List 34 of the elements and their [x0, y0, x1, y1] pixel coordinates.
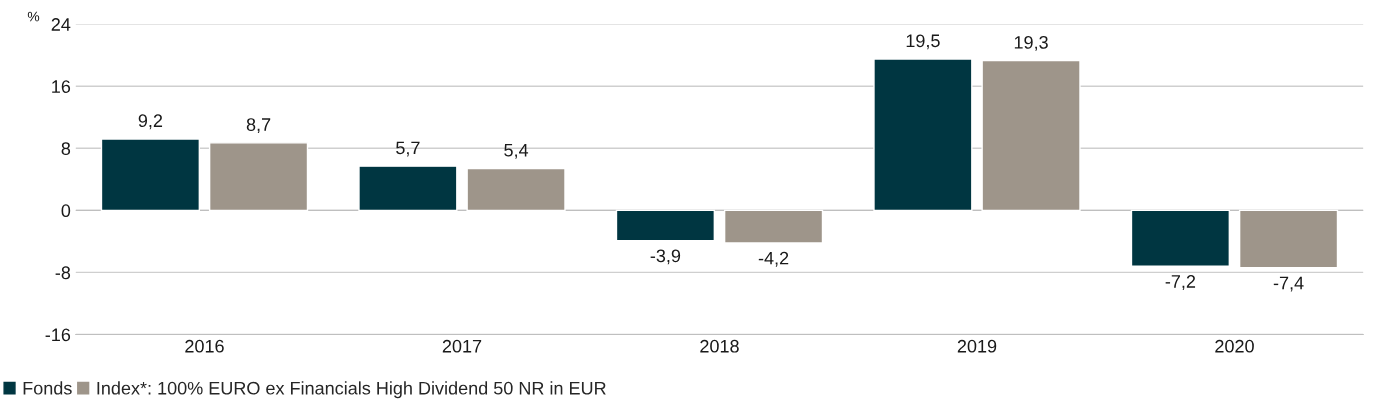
bar: [358, 165, 458, 212]
data-label: 9,2: [138, 114, 163, 130]
x-tick-label: 2016: [185, 339, 224, 353]
y-tick-label: 24: [51, 18, 71, 31]
y-tick-label: 0: [61, 204, 71, 218]
data-label: -7,2: [1165, 275, 1196, 290]
bar: [873, 58, 973, 212]
bar: [466, 167, 566, 212]
bar: [208, 142, 309, 212]
x-tick-label: 2020: [1215, 339, 1254, 353]
data-label: -3,9: [650, 249, 681, 265]
data-label: 19,5: [906, 34, 940, 50]
x-tick-label: 2017: [442, 339, 482, 353]
data-label: 19,3: [1014, 35, 1048, 51]
data-label: 5,4: [504, 143, 529, 159]
y-tick-label: -16: [45, 328, 71, 342]
y-tick-label: 16: [52, 80, 71, 93]
bar: [723, 209, 824, 244]
bar: [615, 209, 716, 242]
y-axis-title: %: [27, 11, 40, 22]
x-tick-label: 2018: [700, 339, 739, 353]
x-tick-label: 2019: [957, 339, 997, 353]
y-tick-label: -8: [55, 266, 71, 280]
bar: [1238, 209, 1339, 269]
data-label: -7,4: [1273, 276, 1304, 292]
y-tick-label: 8: [61, 142, 71, 156]
legend-label: Index*: 100% EURO ex Financials High Dividend 50 NR in EUR: [97, 381, 606, 399]
bar: [1130, 209, 1231, 267]
bar: [100, 138, 201, 212]
bar: [981, 59, 1081, 212]
data-label: 5,7: [396, 141, 420, 157]
legend-label: Fonds: [23, 381, 72, 395]
data-label: 8,7: [246, 118, 271, 134]
data-label: -4,2: [758, 251, 789, 267]
